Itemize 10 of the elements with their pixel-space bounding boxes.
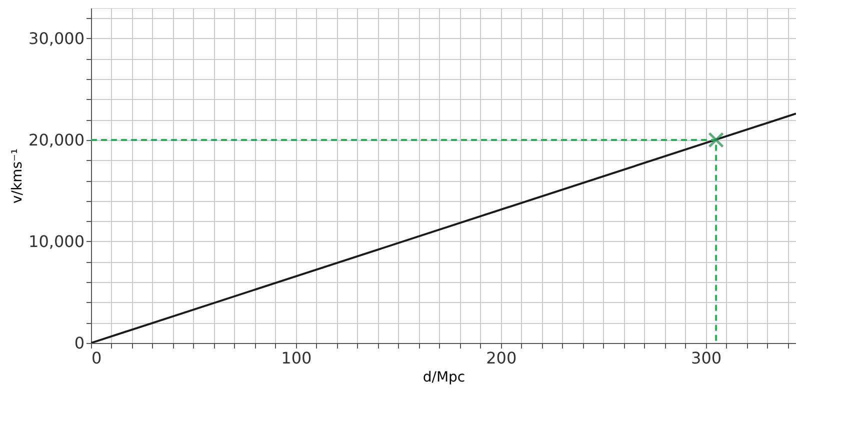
- y-axis-title: v/kms⁻¹: [10, 148, 26, 204]
- y-tick-label: 30,000: [28, 28, 84, 48]
- x-tick-label: 0: [92, 348, 102, 368]
- x-tick-label: 200: [486, 348, 517, 368]
- x-tick-label: 100: [281, 348, 312, 368]
- y-tick-label: 10,000: [28, 232, 84, 251]
- y-tick-label: 0: [74, 334, 84, 352]
- x-axis-title: d/Mpc: [422, 370, 466, 386]
- y-tick-label: 20,000: [28, 130, 84, 150]
- x-tick-label: 300: [691, 348, 722, 368]
